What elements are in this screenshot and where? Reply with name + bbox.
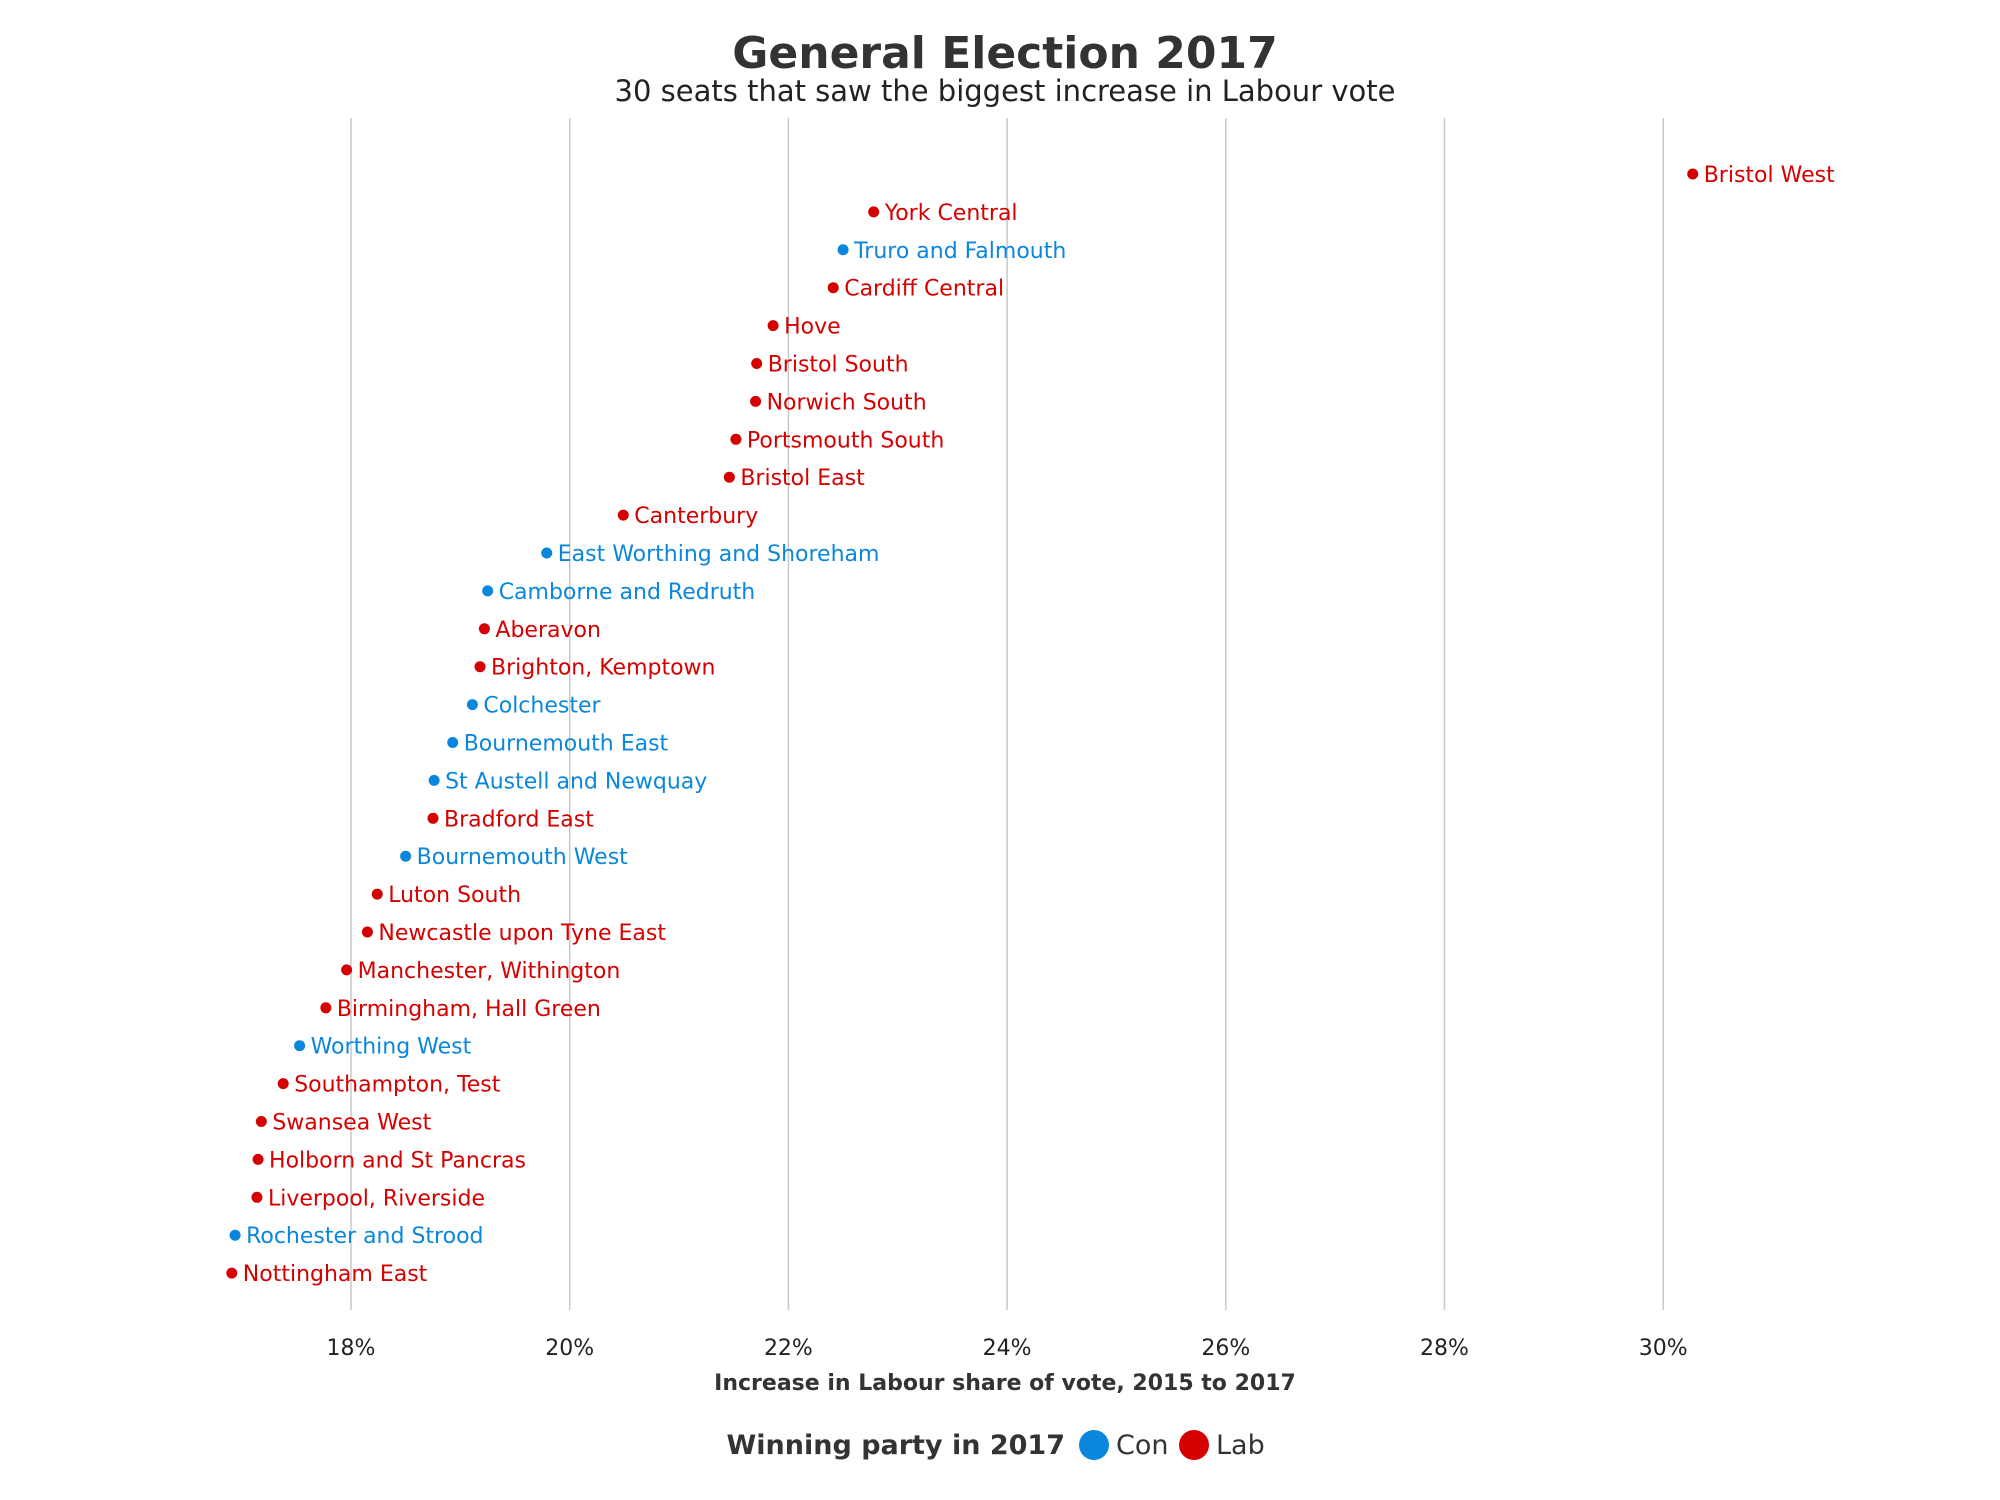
- gridlines: [350, 118, 1664, 1310]
- data-point: [251, 1191, 263, 1203]
- data-label: Swansea West: [272, 1111, 431, 1136]
- data-point: [474, 661, 486, 673]
- data-point: [730, 433, 742, 445]
- data-label: St Austell and Newquay: [445, 769, 707, 794]
- data-point: [400, 850, 412, 862]
- data-label: Rochester and Strood: [246, 1224, 483, 1249]
- data-point: [341, 964, 353, 976]
- data-point: [371, 888, 383, 900]
- data-point: [723, 471, 735, 483]
- chart-subtitle: 30 seats that saw the biggest increase i…: [615, 74, 1396, 108]
- data-label: Norwich South: [767, 390, 927, 415]
- data-point: [447, 737, 459, 748]
- data-label: Bristol South: [768, 353, 909, 378]
- data-point: [252, 1153, 264, 1165]
- data-point: [478, 623, 490, 635]
- chart-title: General Election 2017: [732, 28, 1277, 79]
- data-point: [428, 774, 440, 786]
- data-point: [427, 812, 439, 824]
- data-label: Bradford East: [444, 807, 594, 832]
- data-label: Bournemouth East: [464, 732, 669, 757]
- x-axis-ticks: 18% 20% 22% 24% 26% 28% 30%: [327, 1336, 1688, 1361]
- x-axis-label: Increase in Labour share of vote, 2015 t…: [714, 1371, 1296, 1396]
- x-tick-label: 30%: [1639, 1336, 1688, 1361]
- data-label: Camborne and Redruth: [499, 580, 756, 605]
- data-label: Birmingham, Hall Green: [337, 997, 601, 1022]
- data-point: [617, 509, 629, 521]
- data-point: [541, 547, 553, 559]
- data-label: Bournemouth West: [417, 845, 628, 870]
- data-point: [868, 206, 880, 218]
- data-point: [837, 244, 849, 256]
- x-tick-label: 26%: [1201, 1336, 1250, 1361]
- data-label: Luton South: [388, 883, 521, 908]
- data-point: [767, 320, 779, 332]
- x-tick-label: 24%: [983, 1336, 1032, 1361]
- data-label: Cardiff Central: [844, 277, 1004, 302]
- legend-con-label: Con: [1116, 1430, 1168, 1461]
- data-label: Portsmouth South: [747, 428, 944, 453]
- data-point: [320, 1002, 332, 1014]
- data-point: [361, 926, 373, 938]
- data-label: Nottingham East: [243, 1262, 428, 1287]
- data-point: [750, 395, 762, 407]
- data-point: [1687, 168, 1699, 180]
- legend-lab-label: Lab: [1216, 1430, 1265, 1461]
- data-label: Brighton, Kemptown: [491, 656, 715, 681]
- x-tick-label: 20%: [545, 1336, 594, 1361]
- data-point: [294, 1040, 306, 1052]
- data-label: Worthing West: [311, 1035, 472, 1060]
- data-label: Manchester, Withington: [358, 959, 621, 984]
- data-label: Southampton, Test: [294, 1073, 501, 1098]
- data-label: Aberavon: [495, 618, 600, 643]
- data-point: [226, 1267, 238, 1279]
- legend: Winning party in 2017 Con Lab: [727, 1430, 1265, 1461]
- data-label: Liverpool, Riverside: [268, 1186, 485, 1211]
- x-tick-label: 28%: [1420, 1336, 1469, 1361]
- legend-con-swatch: [1079, 1430, 1109, 1460]
- data-point: [751, 358, 763, 369]
- data-label: Holborn and St Pancras: [269, 1148, 526, 1173]
- legend-title: Winning party in 2017: [727, 1430, 1065, 1461]
- data-point: [229, 1229, 241, 1241]
- x-tick-label: 18%: [327, 1336, 376, 1361]
- data-label: Canterbury: [634, 504, 758, 529]
- data-label: York Central: [884, 201, 1018, 226]
- data-points: Bristol West York Central Truro and Falmou…: [226, 163, 1835, 1287]
- data-point: [277, 1078, 289, 1090]
- data-label: Hove: [784, 315, 841, 340]
- data-label: East Worthing and Shoreham: [558, 542, 880, 567]
- legend-lab-swatch: [1179, 1430, 1209, 1460]
- data-point: [466, 699, 478, 711]
- data-label: Truro and Falmouth: [853, 239, 1066, 264]
- data-label: Bristol West: [1704, 163, 1835, 188]
- data-label: Bristol East: [740, 466, 865, 491]
- data-point: [255, 1116, 267, 1127]
- data-point: [482, 585, 494, 597]
- data-label: Newcastle upon Tyne East: [378, 921, 666, 946]
- data-point: [827, 282, 839, 294]
- x-tick-label: 22%: [764, 1336, 813, 1361]
- data-label: Colchester: [483, 694, 601, 719]
